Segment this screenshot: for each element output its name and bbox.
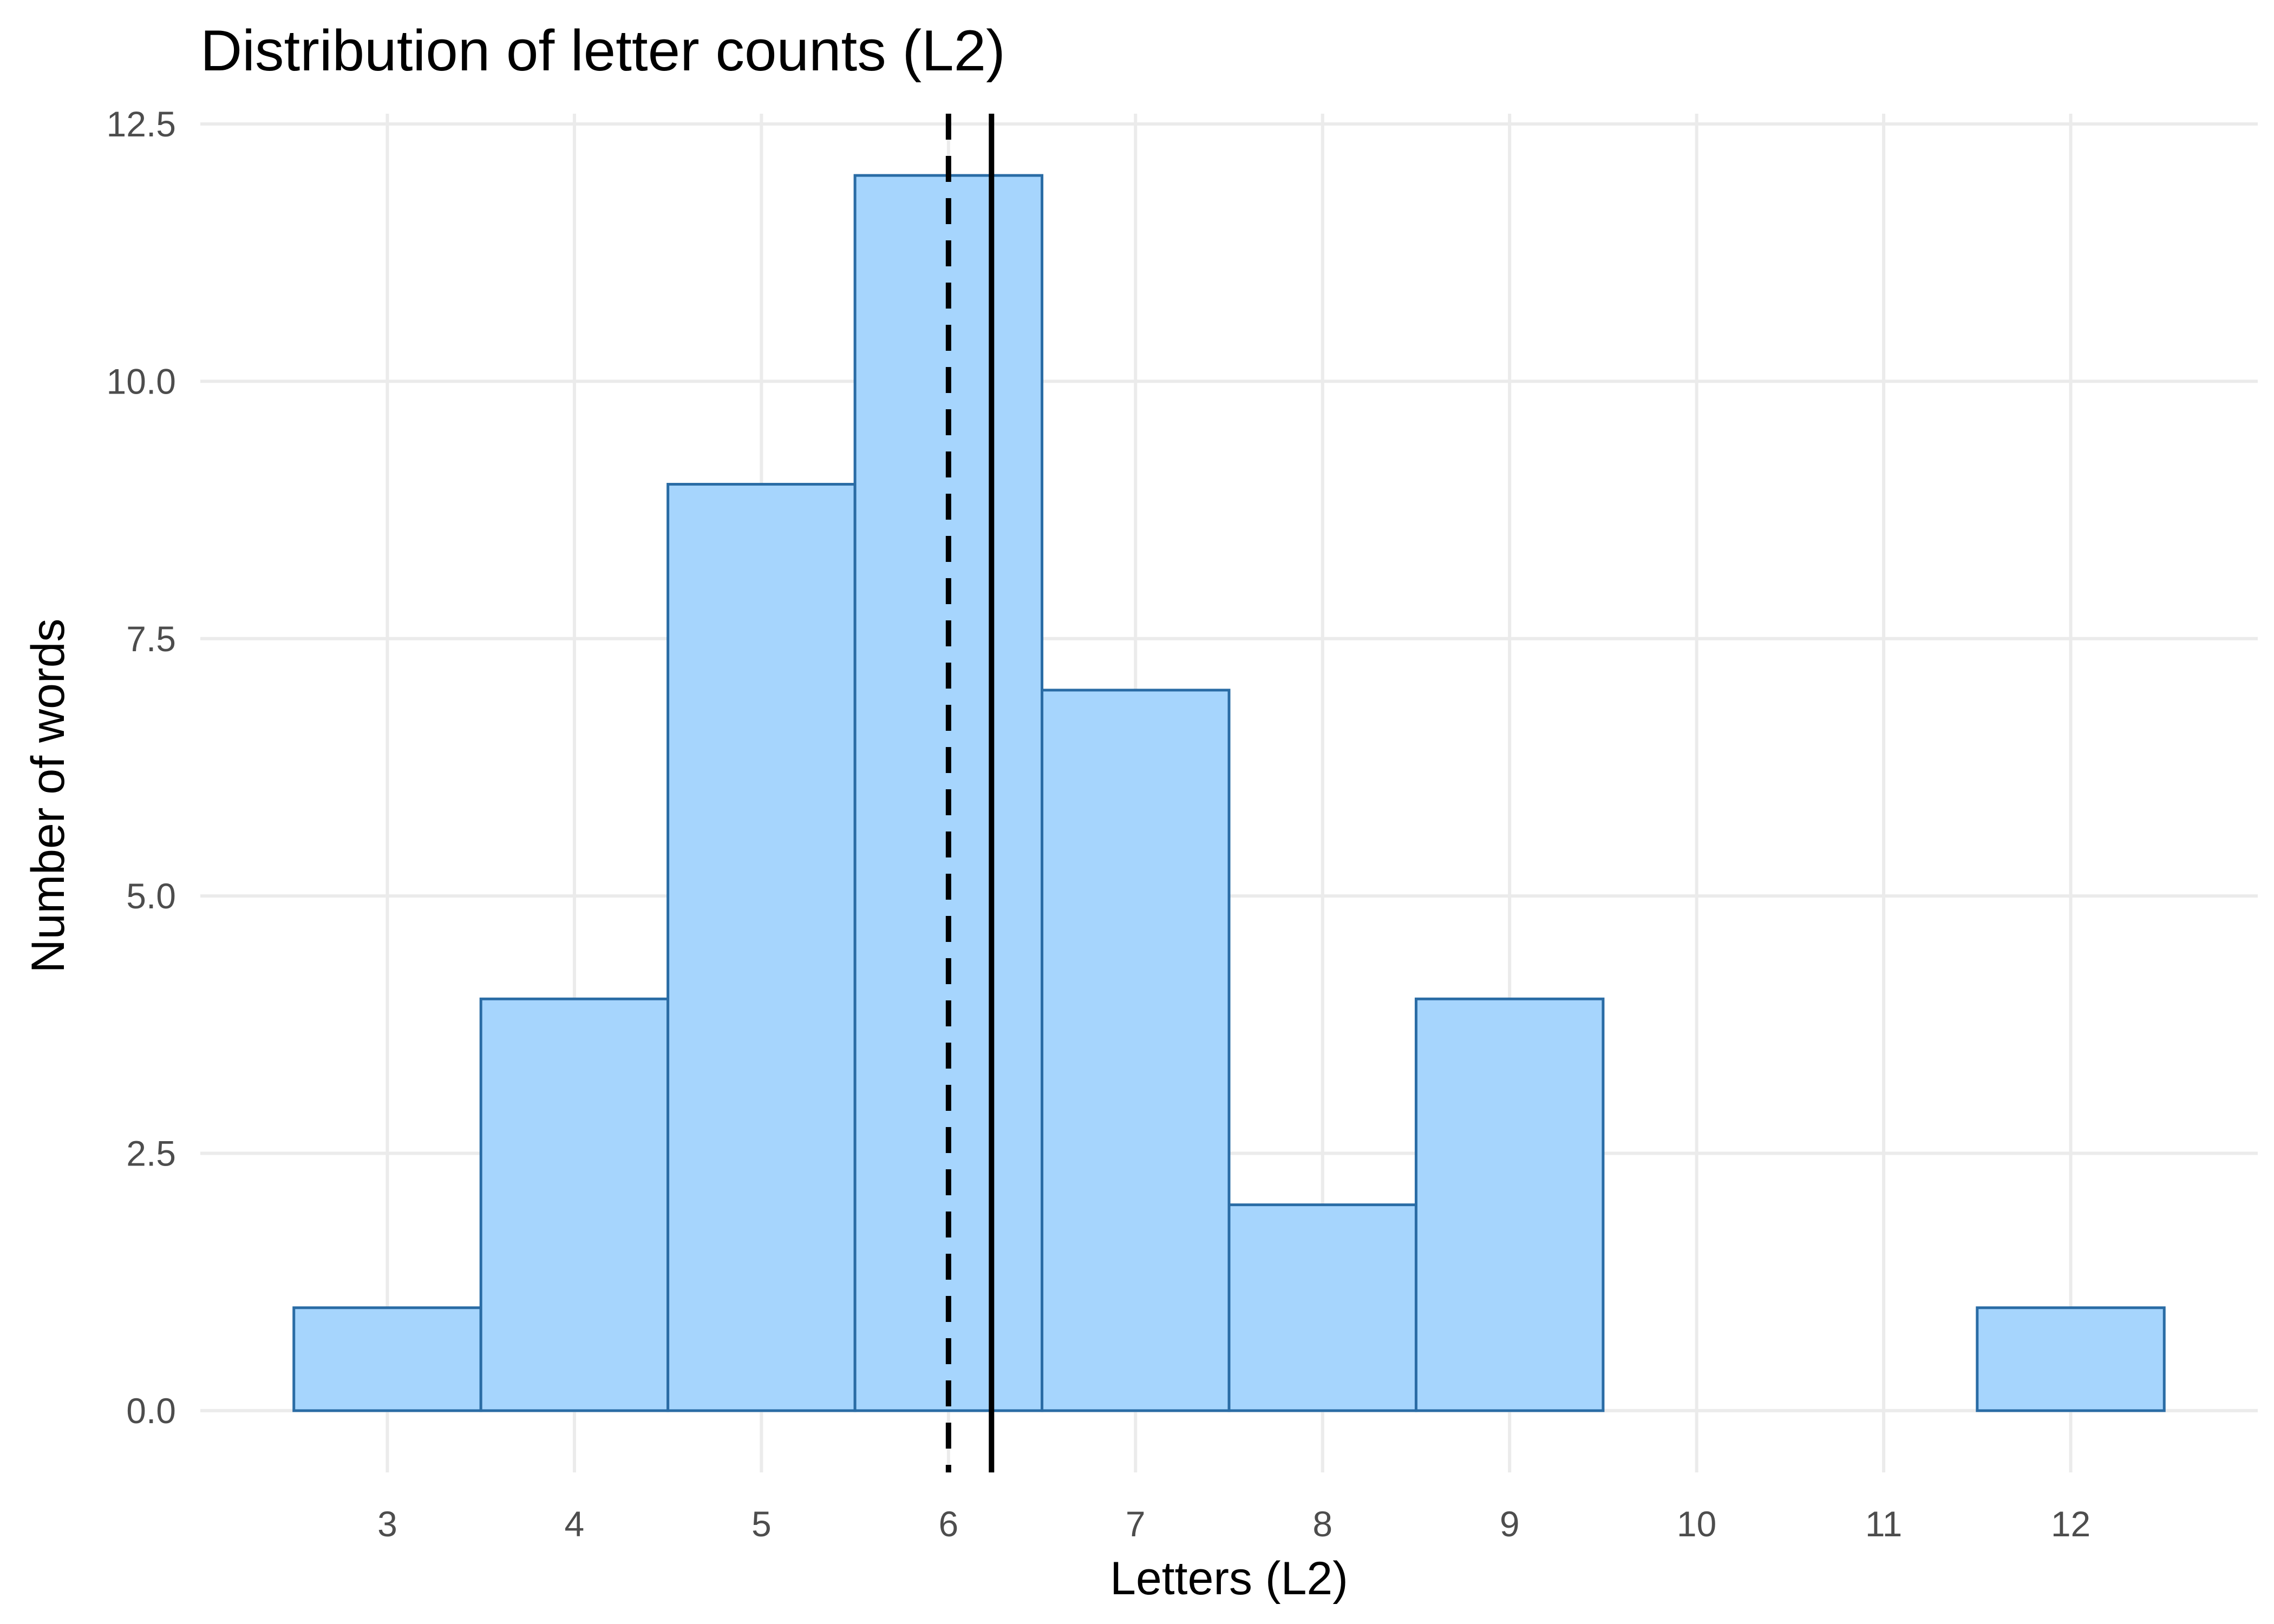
histogram-bar bbox=[1227, 1203, 1417, 1412]
x-tick-label: 9 bbox=[1500, 1504, 1520, 1544]
y-axis-title: Number of words bbox=[22, 619, 74, 973]
x-tick-label: 12 bbox=[2051, 1504, 2090, 1544]
histogram-bar bbox=[666, 483, 857, 1412]
y-tick-label: 0.0 bbox=[126, 1391, 176, 1431]
histogram-bar bbox=[1041, 689, 1231, 1412]
reference-lines bbox=[945, 114, 995, 1472]
y-tick-label: 5.0 bbox=[126, 876, 176, 916]
chart-title: Distribution of letter counts (L2) bbox=[200, 18, 1005, 83]
x-tick-label: 6 bbox=[938, 1504, 958, 1544]
x-tick-label: 7 bbox=[1126, 1504, 1146, 1544]
histogram-bar bbox=[479, 997, 670, 1412]
x-tick-label: 5 bbox=[752, 1504, 772, 1544]
y-tick-label: 7.5 bbox=[126, 619, 176, 659]
x-tick-label: 3 bbox=[377, 1504, 397, 1544]
x-tick-label: 4 bbox=[565, 1504, 585, 1544]
y-tick-label: 2.5 bbox=[126, 1134, 176, 1174]
histogram-bar bbox=[1976, 1306, 2166, 1412]
x-axis-title: Letters (L2) bbox=[1110, 1553, 1348, 1605]
y-tick-label: 12.5 bbox=[107, 104, 176, 144]
x-tick-label: 10 bbox=[1677, 1504, 1716, 1544]
x-tick-label: 8 bbox=[1312, 1504, 1332, 1544]
y-axis-tick-labels: 0.0 2.5 5.0 7.5 10.0 12.5 bbox=[107, 104, 176, 1431]
x-axis-tick-labels: 3 4 5 6 7 8 9 10 11 12 bbox=[377, 1504, 2090, 1544]
histogram-bar bbox=[1414, 997, 1605, 1412]
y-tick-label: 10.0 bbox=[107, 361, 176, 401]
x-tick-label: 11 bbox=[1865, 1504, 1903, 1544]
histogram-bar bbox=[292, 1306, 482, 1412]
